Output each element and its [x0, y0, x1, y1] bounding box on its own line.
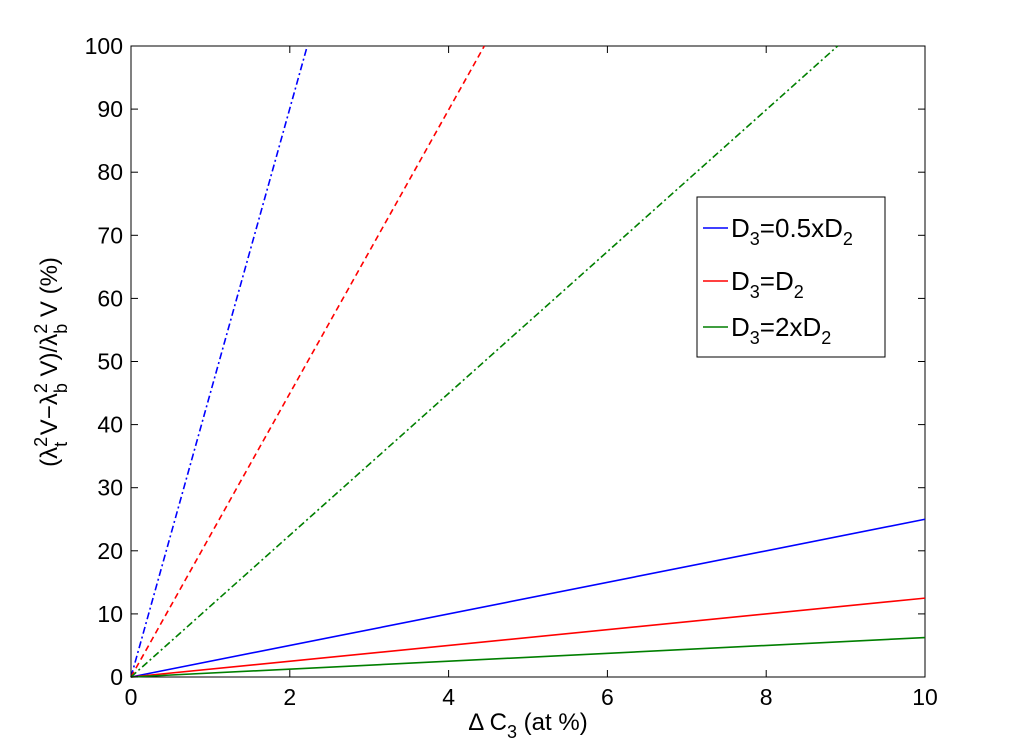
y-tick-label: 30: [97, 475, 123, 501]
legend-box: [696, 196, 886, 358]
y-axis-label: (λ2t V−λ2b V)/λ2b V (%): [31, 257, 71, 467]
x-tick-label: 10: [912, 684, 938, 710]
y-tick-label: 60: [97, 285, 123, 311]
y-tick-label: 40: [97, 412, 123, 438]
x-tick-label: 6: [601, 684, 614, 710]
legend: D3=0.5xD2 D3=D2 D3=2xD2: [696, 196, 886, 358]
series-line-5-dashed: [130, 45, 486, 678]
x-axis-label: Δ C3 (at %): [468, 709, 587, 742]
y-tick-label: 100: [85, 33, 123, 59]
series-line-2-solid: [130, 597, 926, 678]
plot-area: [130, 45, 926, 678]
x-tick-label: 4: [442, 684, 455, 710]
y-tick-label: 80: [97, 159, 123, 185]
y-tick-label: 0: [110, 664, 123, 690]
y-tick-label: 10: [97, 601, 123, 627]
y-tick-label: 70: [97, 222, 123, 248]
x-tick-label: 8: [760, 684, 773, 710]
y-tick-label: 90: [97, 96, 123, 122]
x-tick-label: 0: [125, 684, 138, 710]
y-tick-label: 20: [97, 538, 123, 564]
x-tick-label: 2: [283, 684, 296, 710]
y-tick-label: 50: [97, 349, 123, 375]
series-layer: [130, 45, 926, 678]
series-line-4-dashdot: [130, 45, 309, 678]
series-line-3-solid: [130, 636, 926, 678]
series-line-1-solid: [130, 518, 926, 678]
